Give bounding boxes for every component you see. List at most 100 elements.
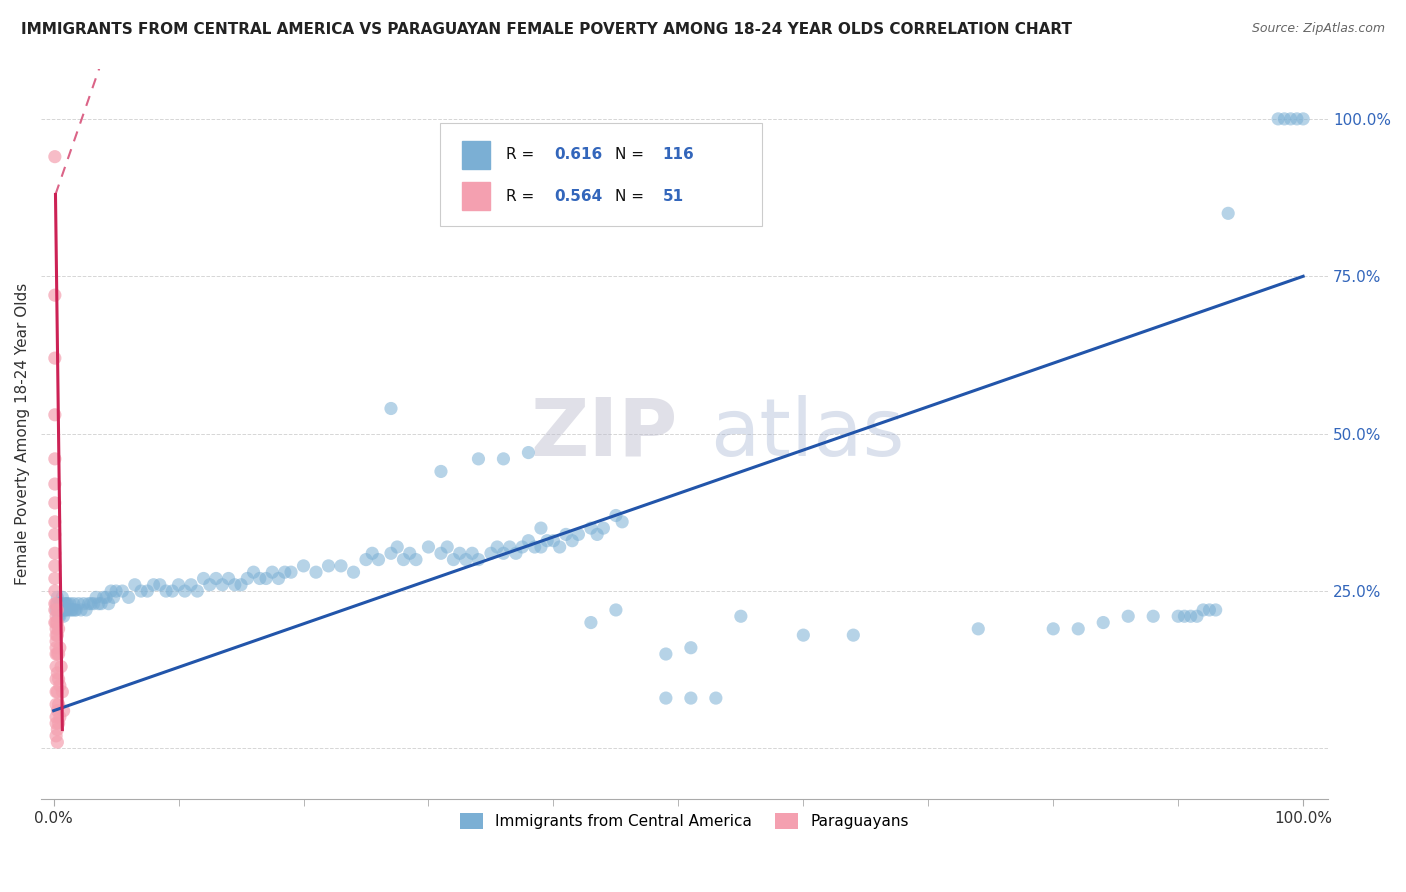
Point: [149, 578, 172, 592]
Text: atlas: atlas: [710, 394, 904, 473]
Point: [530, 521, 553, 535]
Point: [586, 527, 609, 541]
Point: [679, 640, 702, 655]
Point: [543, 533, 565, 548]
Point: [60, 603, 83, 617]
Point: [63, 603, 86, 617]
Point: [44, 597, 66, 611]
Text: R =: R =: [506, 189, 538, 204]
Point: [387, 540, 409, 554]
Point: [436, 540, 458, 554]
Point: [46, 685, 69, 699]
Point: [274, 565, 297, 579]
Point: [100, 584, 122, 599]
Point: [380, 401, 402, 416]
Point: [45, 729, 67, 743]
Point: [51, 591, 73, 605]
Point: [579, 521, 602, 535]
Point: [49, 710, 72, 724]
Point: [44, 408, 66, 422]
Point: [186, 584, 208, 599]
Point: [44, 496, 66, 510]
Point: [262, 565, 284, 579]
Point: [44, 558, 66, 573]
Point: [479, 546, 502, 560]
Point: [655, 647, 678, 661]
Point: [90, 597, 112, 611]
Point: [605, 603, 627, 617]
Point: [52, 609, 75, 624]
Point: [842, 628, 865, 642]
Point: [59, 597, 82, 611]
Point: [218, 572, 240, 586]
Point: [418, 540, 440, 554]
Point: [254, 572, 277, 586]
Point: [44, 515, 66, 529]
Point: [45, 615, 67, 630]
Point: [49, 597, 72, 611]
Point: [105, 584, 128, 599]
Point: [492, 451, 515, 466]
Point: [249, 572, 271, 586]
Point: [103, 591, 125, 605]
Point: [44, 615, 66, 630]
Point: [46, 603, 69, 617]
Point: [48, 672, 70, 686]
Bar: [463, 183, 491, 211]
Point: [443, 552, 465, 566]
Point: [242, 565, 264, 579]
Text: IMMIGRANTS FROM CENTRAL AMERICA VS PARAGUAYAN FEMALE POVERTY AMONG 18-24 YEAR OL: IMMIGRANTS FROM CENTRAL AMERICA VS PARAG…: [21, 22, 1073, 37]
Point: [49, 679, 72, 693]
Point: [44, 451, 66, 466]
Point: [567, 527, 589, 541]
Point: [45, 710, 67, 724]
Point: [1192, 603, 1215, 617]
Point: [51, 603, 73, 617]
Text: N =: N =: [616, 147, 650, 162]
Point: [45, 597, 67, 611]
Point: [94, 591, 117, 605]
Point: [361, 546, 384, 560]
Point: [48, 698, 70, 712]
Point: [44, 288, 66, 302]
Point: [1285, 112, 1308, 126]
Point: [53, 603, 76, 617]
Point: [45, 622, 67, 636]
Point: [1092, 615, 1115, 630]
Point: [267, 572, 290, 586]
Point: [45, 685, 67, 699]
Point: [111, 584, 134, 599]
Point: [467, 451, 489, 466]
Point: [142, 578, 165, 592]
Text: Source: ZipAtlas.com: Source: ZipAtlas.com: [1251, 22, 1385, 36]
Point: [523, 540, 546, 554]
Point: [45, 628, 67, 642]
Text: N =: N =: [616, 189, 650, 204]
Point: [205, 572, 228, 586]
Point: [48, 716, 70, 731]
Point: [1173, 609, 1195, 624]
Point: [65, 603, 87, 617]
Point: [1142, 609, 1164, 624]
Point: [48, 622, 70, 636]
Point: [492, 546, 515, 560]
Point: [44, 150, 66, 164]
Point: [305, 565, 328, 579]
Point: [55, 603, 77, 617]
Point: [605, 508, 627, 523]
Point: [44, 572, 66, 586]
Point: [58, 603, 80, 617]
Point: [1205, 603, 1227, 617]
Point: [49, 640, 72, 655]
Point: [67, 597, 90, 611]
Point: [45, 716, 67, 731]
Point: [62, 597, 84, 611]
Point: [430, 465, 453, 479]
Point: [45, 603, 67, 617]
Point: [162, 584, 184, 599]
Point: [517, 445, 540, 459]
Point: [380, 546, 402, 560]
Point: [1292, 112, 1315, 126]
Point: [180, 578, 202, 592]
Point: [449, 546, 471, 560]
